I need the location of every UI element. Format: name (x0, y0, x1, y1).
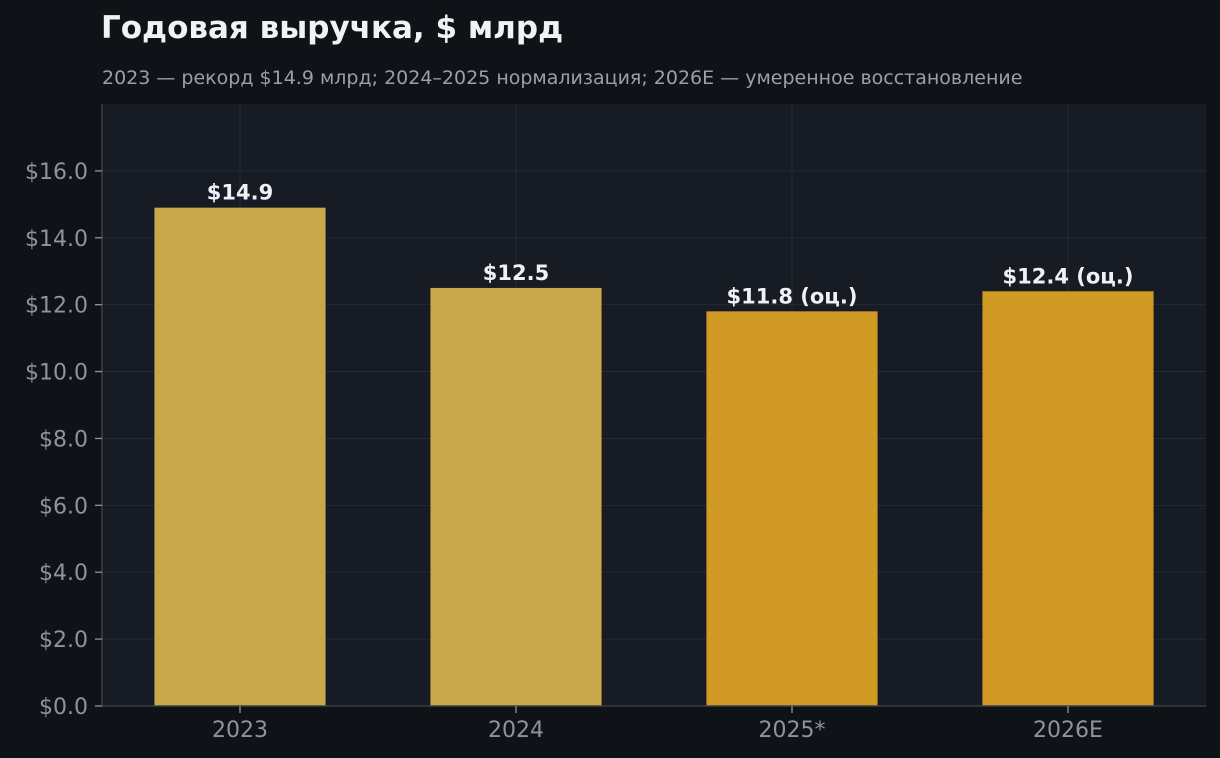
data-label-2026E: $12.4 (оц.) (1003, 264, 1134, 288)
bar-2025* (706, 311, 878, 706)
data-label-2024: $12.5 (483, 261, 549, 285)
x-tick-label-2: 2025* (759, 718, 826, 743)
axes (101, 104, 1206, 707)
bar-2024 (430, 287, 602, 706)
y-tick-label-6: $12.0 (25, 294, 88, 319)
y-tick-label-4: $8.0 (39, 427, 88, 452)
x-tick-label-3: 2026E (1033, 718, 1103, 743)
x-tick-label-1: 2024 (488, 718, 544, 743)
x-tick-label-0: 2023 (212, 718, 268, 743)
x-axis-ticks: 2023 2024 2025* 2026E (212, 706, 1103, 743)
y-tick-label-2: $4.0 (39, 561, 88, 586)
bars (154, 207, 1154, 706)
y-tick-label-0: $0.0 (39, 695, 88, 720)
data-label-2025*: $11.8 (оц.) (727, 284, 858, 308)
bar-2023 (154, 207, 326, 706)
y-tick-label-3: $6.0 (39, 494, 88, 519)
y-tick-label-7: $14.0 (25, 227, 88, 252)
chart-subtitle: 2023 — рекорд $14.9 млрд; 2024–2025 норм… (102, 67, 1022, 89)
y-tick-label-8: $16.0 (25, 160, 88, 185)
y-axis-ticks: $0.0 $2.0 $4.0 $6.0 $8.0 $10.0 $12.0 $14.0 $16.0 (25, 160, 102, 720)
chart-title: Годовая выручка, $ млрд (101, 10, 563, 46)
data-labels: $14.9 $12.5 $11.8 (оц.) $12.4 (оц.) (207, 181, 1134, 309)
data-label-2023: $14.9 (207, 181, 273, 205)
y-tick-label-1: $2.0 (39, 628, 88, 653)
y-tick-label-5: $10.0 (25, 361, 88, 386)
bar-2026E (982, 291, 1154, 706)
